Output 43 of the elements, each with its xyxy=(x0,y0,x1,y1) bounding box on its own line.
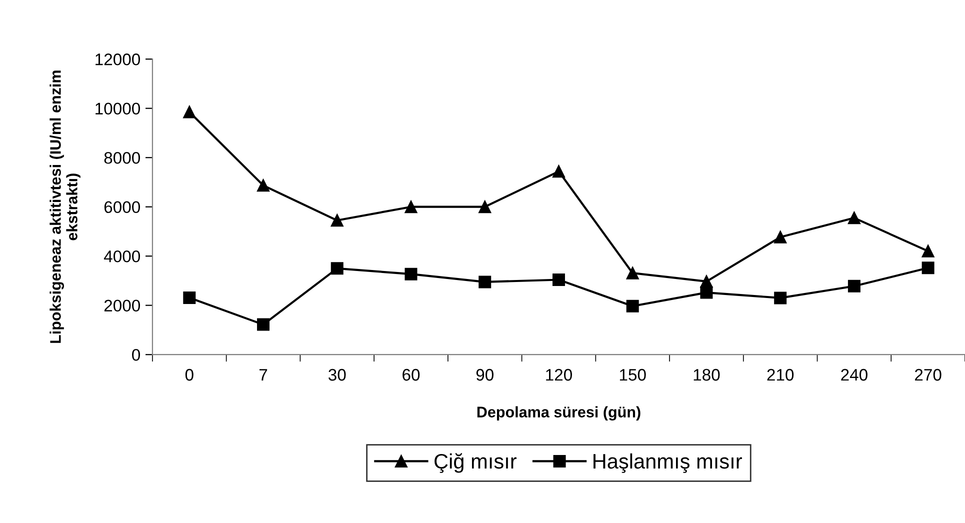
point xyxy=(404,200,418,214)
x-tick-label: 60 xyxy=(402,368,420,381)
point xyxy=(404,268,418,280)
point xyxy=(626,300,639,312)
legend-label: Haşlanmış mısır xyxy=(594,453,742,473)
point xyxy=(478,200,492,214)
x-tick-label: 180 xyxy=(694,368,720,381)
y-tick-label: 2000 xyxy=(104,300,140,312)
y-tick-label: 8000 xyxy=(104,152,140,164)
x-tick-label: 150 xyxy=(620,368,646,381)
y-tick-label: 12000 xyxy=(96,54,140,66)
point xyxy=(330,214,344,227)
point xyxy=(183,291,196,304)
point xyxy=(700,286,713,299)
y-axis-title: Lipoksigeneaz aktitivtesi (IU/ml enzim ekstraktı) xyxy=(50,70,80,343)
y-tick-label: 4000 xyxy=(104,250,140,262)
x-tick-label: 30 xyxy=(328,368,346,381)
point xyxy=(257,179,270,192)
y-tick-label: 6000 xyxy=(104,201,140,214)
x-tick-label: 90 xyxy=(476,368,494,381)
point xyxy=(848,212,860,224)
point xyxy=(552,165,565,178)
y-tick-label: 0 xyxy=(132,348,140,361)
point xyxy=(330,262,344,275)
point xyxy=(922,244,934,258)
x-axis-title: Depolama süresi (gün) xyxy=(477,406,640,421)
x-tick-label: 210 xyxy=(767,368,794,381)
point xyxy=(183,106,196,118)
point xyxy=(922,262,934,274)
point xyxy=(626,266,639,280)
point xyxy=(257,318,270,331)
x-tick-label: 240 xyxy=(841,368,868,381)
y-tick-label: 10000 xyxy=(96,102,140,115)
point xyxy=(552,273,565,286)
x-tick-label: 270 xyxy=(915,368,942,381)
x-tick-label: 7 xyxy=(259,369,268,381)
x-tick-label: 120 xyxy=(546,368,572,381)
legend-label: Çiğ mısır xyxy=(434,453,516,473)
point xyxy=(848,280,860,292)
x-tick-label: 0 xyxy=(185,368,194,381)
point xyxy=(478,276,492,288)
point xyxy=(774,292,787,304)
point xyxy=(774,230,787,244)
